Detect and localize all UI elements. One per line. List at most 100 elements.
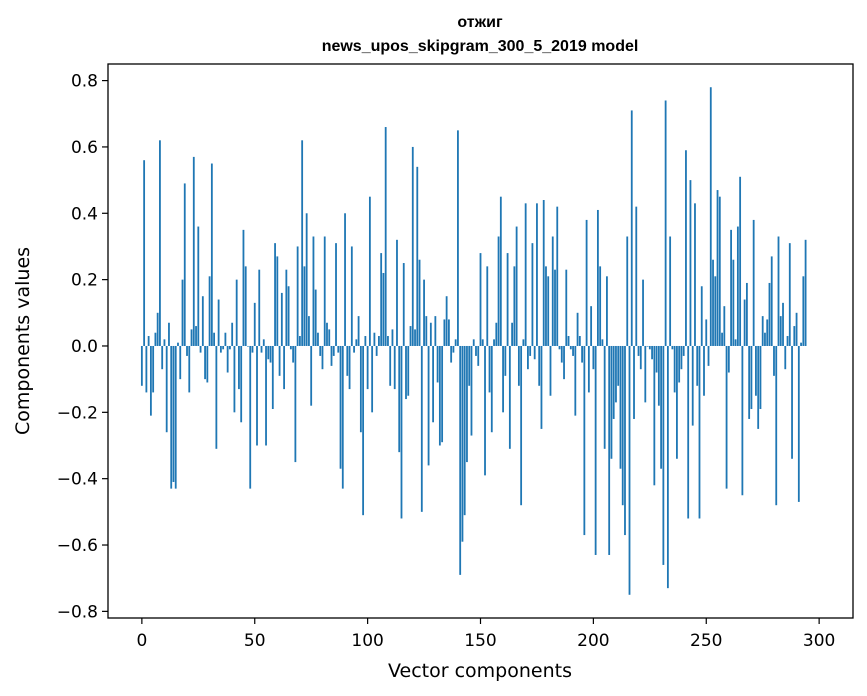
bar-132 (438, 345, 441, 446)
bar-108 (384, 127, 387, 346)
bar-121 (414, 329, 416, 346)
bar-16 (177, 342, 179, 346)
bar-268 (745, 282, 748, 346)
bar-270 (750, 345, 753, 410)
bar-176 (538, 345, 541, 386)
bar-259 (725, 345, 728, 489)
bar-42 (235, 279, 238, 346)
bar-263 (734, 339, 737, 346)
bar-131 (436, 345, 439, 383)
bar-64 (285, 269, 288, 346)
bar-40 (231, 322, 234, 346)
bar-233 (666, 345, 669, 589)
bar-219 (635, 206, 638, 346)
bar-228 (655, 345, 658, 373)
bar-94 (353, 345, 355, 353)
bar-277 (766, 319, 769, 346)
bar-118 (407, 345, 410, 396)
bar-1 (143, 160, 146, 346)
bar-216 (628, 345, 631, 595)
bar-32 (213, 332, 216, 346)
bar-60 (276, 256, 279, 346)
bar-203 (599, 266, 602, 346)
bar-212 (619, 345, 622, 469)
bar-161 (504, 345, 507, 376)
bar-199 (590, 306, 593, 346)
bar-134 (443, 319, 446, 346)
bar-152 (484, 345, 486, 476)
x-tick-label: 50 (244, 631, 266, 651)
y-axis-label: Components values (12, 247, 34, 435)
bar-283 (779, 316, 782, 346)
bar-55 (265, 345, 267, 446)
bar-120 (411, 146, 414, 346)
bar-13 (170, 345, 173, 489)
bar-133 (441, 345, 444, 443)
bar-143 (463, 345, 466, 516)
bar-100 (366, 345, 369, 390)
bar-27 (201, 296, 204, 346)
bar-77 (314, 289, 317, 346)
bar-254 (714, 276, 717, 346)
x-tick-label: 0 (136, 631, 147, 651)
bar-282 (777, 236, 780, 346)
bar-275 (761, 316, 764, 346)
bar-54 (262, 339, 265, 346)
bar-123 (418, 259, 421, 346)
bar-172 (529, 345, 532, 356)
bar-12 (168, 322, 170, 346)
bar-158 (497, 236, 500, 346)
bar-168 (520, 345, 523, 506)
bar-62 (280, 292, 283, 346)
bar-190 (569, 345, 572, 350)
bar-141 (459, 345, 462, 575)
bar-38 (226, 345, 229, 373)
bar-201 (594, 345, 597, 555)
bar-3 (147, 336, 150, 346)
bar-223 (644, 345, 647, 403)
bar-136 (447, 319, 450, 346)
bar-207 (608, 345, 611, 555)
bar-75 (310, 345, 313, 406)
bar-58 (271, 345, 274, 410)
bar-154 (488, 345, 491, 393)
bar-61 (278, 345, 281, 376)
bar-198 (587, 345, 590, 393)
bar-239 (680, 345, 683, 370)
bar-95 (355, 339, 358, 346)
y-tick-label: −0.8 (57, 602, 98, 622)
bar-67 (292, 345, 295, 363)
bar-175 (536, 203, 538, 346)
bar-46 (244, 266, 247, 346)
bar-65 (287, 286, 290, 346)
bar-173 (531, 243, 534, 346)
bar-215 (626, 236, 629, 346)
bar-167 (517, 345, 520, 386)
bar-82 (326, 322, 328, 346)
bar-44 (240, 345, 243, 423)
bar-5 (152, 345, 155, 393)
bar-51 (256, 345, 258, 446)
bar-248 (700, 286, 703, 346)
bar-180 (547, 276, 550, 346)
bar-102 (371, 345, 374, 413)
x-tick-label: 300 (803, 631, 835, 651)
bar-226 (651, 345, 653, 360)
y-axis: −0.8 −0.6 −0.4 −0.2 0.0 0.2 0.4 0.6 0.8 (57, 72, 108, 622)
y-tick-label: −0.2 (57, 403, 98, 423)
bar-278 (768, 282, 771, 346)
y-tick-label: 0.2 (71, 271, 98, 291)
bar-266 (741, 345, 744, 496)
bar-166 (515, 226, 518, 346)
bar-series (140, 87, 807, 595)
bar-137 (450, 345, 453, 363)
bar-103 (373, 332, 376, 346)
bar-106 (380, 253, 383, 346)
bar-34 (217, 299, 220, 346)
bar-30 (208, 276, 211, 346)
bar-202 (596, 209, 599, 346)
bar-177 (540, 345, 543, 429)
bar-87 (337, 345, 340, 353)
x-axis: 0 50 100 150 200 250 300 (136, 618, 835, 651)
